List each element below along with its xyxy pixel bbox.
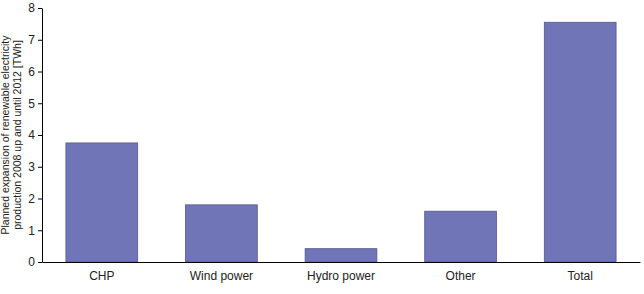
x-axis-line <box>43 262 641 263</box>
y-tick-mark <box>38 8 42 9</box>
y-tick-label: 1 <box>28 224 35 238</box>
y-tick-mark <box>38 72 42 73</box>
bar <box>425 211 497 262</box>
y-tick: 5 <box>28 97 42 111</box>
x-axis: CHP Wind power Hydro power Other Total <box>43 262 641 283</box>
x-tick: Total <box>568 262 593 283</box>
chart: 0 1 2 3 4 5 6 7 8 CHP Wind power Hydro power Other To… <box>0 0 644 294</box>
x-tick: Hydro power <box>307 262 375 283</box>
y-tick: 6 <box>28 65 42 79</box>
x-tick: Wind power <box>190 262 253 283</box>
y-tick: 4 <box>28 128 42 142</box>
y-tick: 1 <box>28 224 42 238</box>
y-tick-mark <box>38 262 42 263</box>
bar <box>66 143 138 262</box>
y-tick-label: 0 <box>28 255 35 269</box>
x-tick: CHP <box>89 262 114 283</box>
y-tick-label: 4 <box>28 128 35 142</box>
y-tick-mark <box>38 167 42 168</box>
x-tick-label: Total <box>568 269 593 283</box>
bar <box>305 249 377 262</box>
y-axis: 0 1 2 3 4 5 6 7 8 <box>28 1 42 269</box>
y-tick-mark <box>38 199 42 200</box>
y-tick-mark <box>38 230 42 231</box>
y-tick: 2 <box>28 192 42 206</box>
y-tick-mark <box>38 40 42 41</box>
y-tick-label: 5 <box>28 97 35 111</box>
y-axis-title-line: Planned expansion of renewable electrici… <box>0 35 11 235</box>
y-axis-title-line: production 2008 up and until 2012 [TWh] <box>11 40 23 230</box>
y-tick-label: 2 <box>28 192 35 206</box>
y-tick-label: 8 <box>28 1 35 15</box>
y-tick: 8 <box>28 1 42 15</box>
y-tick: 0 <box>28 255 42 269</box>
plot: 0 1 2 3 4 5 6 7 8 CHP Wind power Hydro power Other To… <box>28 1 640 282</box>
y-axis-line <box>42 9 43 263</box>
y-tick-mark <box>38 103 42 104</box>
bars <box>66 22 616 262</box>
y-tick-label: 6 <box>28 65 35 79</box>
x-tick-label: CHP <box>89 269 114 283</box>
x-tick-label: Other <box>446 269 476 283</box>
x-tick-label: Hydro power <box>307 269 375 283</box>
x-tick-label: Wind power <box>190 269 253 283</box>
bar <box>186 205 258 262</box>
y-tick-label: 3 <box>28 160 35 174</box>
bar <box>544 22 616 262</box>
y-tick: 3 <box>28 160 42 174</box>
y-tick-mark <box>38 135 42 136</box>
y-tick-label: 7 <box>28 33 35 47</box>
y-tick: 7 <box>28 33 42 47</box>
y-axis-title: Planned expansion of renewable electrici… <box>0 35 23 235</box>
x-tick: Other <box>446 262 476 283</box>
